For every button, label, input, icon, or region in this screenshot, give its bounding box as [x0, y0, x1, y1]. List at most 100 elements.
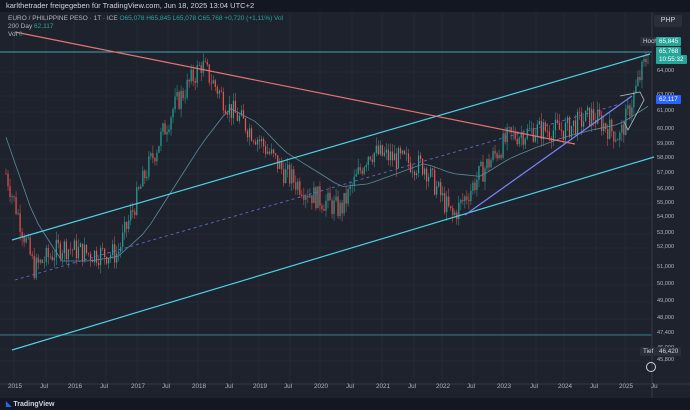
candle-body [494, 151, 496, 154]
candle-body [643, 59, 645, 62]
candle-body [343, 192, 345, 214]
price-chart[interactable] [0, 12, 690, 398]
candle-body [11, 196, 13, 198]
candle-body [440, 182, 442, 196]
candle-body [285, 169, 287, 184]
candle-body [275, 153, 277, 156]
candle-body [570, 125, 573, 138]
candle-body [446, 196, 448, 213]
candle-body [204, 61, 206, 62]
time-axis-label: 2015 [8, 383, 23, 390]
downtrend-line[interactable] [14, 31, 576, 145]
candle-body [452, 207, 454, 216]
time-axis-label: 2021 [376, 383, 391, 390]
candle-body [637, 77, 639, 86]
tradingview-logo[interactable]: ◣ TradingView [6, 401, 55, 408]
candle-body [323, 208, 325, 211]
candle-body [198, 65, 200, 66]
candle-body [102, 248, 104, 249]
candle-body [258, 139, 261, 142]
candle-body [631, 107, 633, 116]
candle-body [104, 248, 106, 257]
candle-body [578, 111, 581, 113]
candle-body [89, 253, 92, 260]
candle-body [246, 130, 249, 138]
candle-body [609, 119, 611, 139]
candle-body [23, 237, 25, 243]
candle-body [31, 254, 33, 256]
candle-body [152, 153, 154, 159]
candle-body [317, 186, 319, 209]
price-axis-label: 50,000 [657, 281, 675, 287]
candle-body [73, 240, 76, 250]
attribution-text: karlthetrader freigegeben für TradingVie… [6, 1, 255, 10]
candle-body [289, 164, 291, 184]
candle-body [371, 159, 373, 163]
candle-body [190, 69, 192, 82]
candle-body [522, 133, 524, 145]
candle-body [307, 195, 309, 198]
candle-body [639, 77, 641, 81]
candle-body [607, 129, 609, 139]
price-axis-label: 51,000 [657, 264, 675, 270]
candle-body [528, 128, 530, 129]
candle-body [432, 168, 434, 170]
candle-body [168, 129, 170, 132]
candle-body [91, 259, 94, 263]
candle-body [164, 123, 166, 135]
candle-body [552, 130, 555, 142]
candle-body [206, 61, 208, 65]
candle-body [99, 248, 102, 266]
candle-body [331, 200, 333, 214]
candle-body [263, 138, 265, 147]
candle-body [305, 195, 307, 200]
clock-icon[interactable] [646, 362, 656, 372]
volume-legend[interactable]: Vol 0 [8, 31, 22, 38]
candle-body [166, 131, 168, 135]
candle-body [77, 247, 80, 259]
candle-body [413, 171, 416, 176]
uptrend-line[interactable] [464, 95, 633, 216]
candle-body [174, 96, 176, 110]
candle-body [347, 188, 349, 204]
candle-body [210, 82, 212, 84]
candle-body [635, 85, 637, 93]
price-axis-label: 58,000 [657, 155, 675, 161]
candle-body [454, 212, 456, 216]
price-axis-label: 56,000 [657, 186, 675, 192]
candle-body [341, 202, 343, 214]
candle-body [426, 168, 428, 182]
channel-lower-line[interactable] [11, 156, 655, 351]
volume-label: Vol [8, 31, 18, 38]
symbol-legend[interactable]: EURO / PHILIPPINE PESO · 1T · ICE O65,07… [8, 15, 283, 22]
candle-body [279, 161, 281, 169]
last-price-tag: 65,768 [656, 47, 682, 56]
channel-upper-line[interactable] [11, 53, 651, 241]
candle-body [126, 221, 128, 229]
candle-body [240, 110, 243, 116]
candle-body [615, 139, 617, 142]
candle-body [283, 169, 285, 184]
candle-body [146, 176, 148, 179]
candle-body [21, 231, 23, 238]
candle-body [367, 156, 369, 165]
candle-body [224, 110, 226, 114]
candle-body [593, 109, 595, 120]
candle-body [67, 249, 69, 260]
candle-body [484, 168, 486, 182]
ma-price-tag: 62,117 [656, 95, 681, 104]
candle-body [530, 128, 532, 129]
high-label-tag: Hoch [640, 37, 661, 46]
price-axis-label: 60,000 [657, 126, 675, 132]
tv-logo-icon: ◣ [6, 401, 12, 408]
candle-body [250, 128, 253, 141]
candle-body [158, 146, 160, 153]
candle-body [428, 176, 430, 182]
time-axis-label: 2017 [131, 383, 146, 390]
candle-body [337, 196, 339, 217]
candle-body [516, 138, 518, 145]
currency-button[interactable]: PHP [654, 15, 682, 27]
triangle-pattern[interactable] [619, 91, 645, 131]
low-value-tag: 46,420 [656, 347, 682, 356]
ma-legend[interactable]: 200 Day 62,117 [8, 23, 53, 30]
